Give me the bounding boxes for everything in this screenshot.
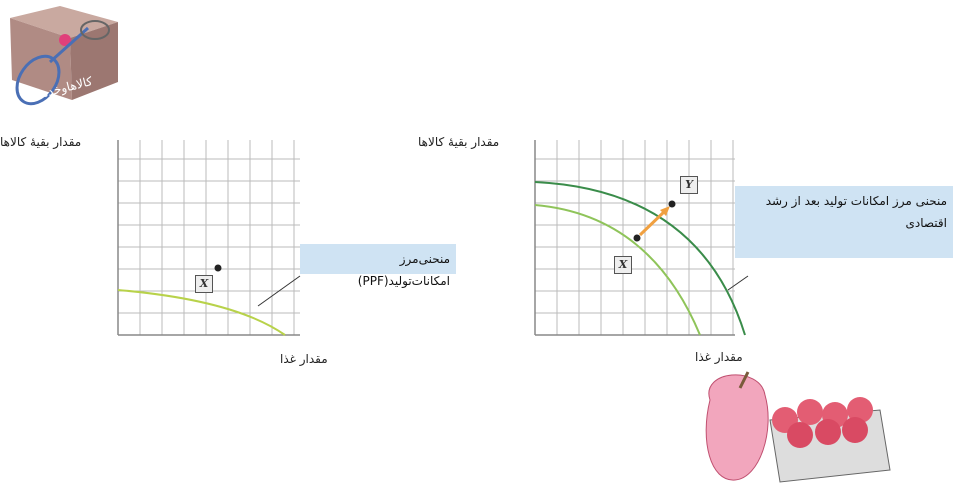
curve-label: منحنی‌مرز امکانات‌تولید(PPF) (300, 244, 456, 288)
point-label: X (195, 275, 213, 293)
curve-label: منحنی مرز امکانات تولید بعد از رشد اقتصا… (735, 186, 953, 258)
x-axis-label: مقدار غذا (280, 352, 328, 366)
point (668, 200, 676, 208)
goods-box-illustration (10, 6, 118, 106)
ppf-curve (534, 204, 701, 336)
point (214, 264, 222, 272)
x-axis-label: مقدار غذا (695, 350, 743, 364)
apples-illustration (705, 371, 891, 483)
y-axis-label: مقدار بقیهٔ کالاها (418, 135, 500, 149)
ppf-curve (117, 289, 286, 336)
callout-line (727, 275, 749, 291)
callout-line (257, 275, 301, 307)
growth-arrow (638, 208, 668, 237)
point-label: Y (680, 176, 698, 194)
arrow-head (660, 206, 670, 216)
y-axis-label: مقدار بقیهٔ کالاها (0, 135, 82, 149)
point (633, 234, 641, 242)
ppf-curve-after-growth (534, 181, 746, 336)
point-label: X (614, 256, 632, 274)
